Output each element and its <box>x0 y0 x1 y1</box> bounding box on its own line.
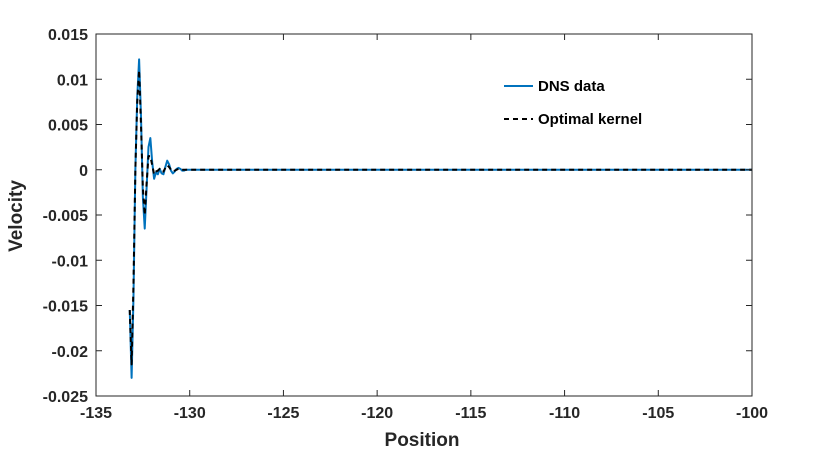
legend-label-dns-data: DNS data <box>538 78 605 95</box>
y-tick-label: 0.01 <box>57 72 88 89</box>
y-axis-label: Velocity <box>6 180 27 252</box>
y-tick-label: 0.015 <box>48 27 88 44</box>
y-tick-label: -0.01 <box>52 253 89 270</box>
plot-area <box>95 33 753 397</box>
x-tick-label: -100 <box>736 405 768 422</box>
x-tick-label: -115 <box>455 405 486 422</box>
x-tick-label: -105 <box>642 405 674 422</box>
x-tick-label: -125 <box>267 405 299 422</box>
x-tick-label: -110 <box>549 405 580 422</box>
legend: DNS data Optimal kernel <box>504 78 642 128</box>
x-tick-label: -130 <box>174 405 206 422</box>
series-line-optimal-kernel <box>128 69 752 366</box>
x-tick-label: -120 <box>361 405 393 422</box>
y-tick-label: -0.025 <box>43 389 88 406</box>
y-tick-label: -0.02 <box>52 344 89 361</box>
series-line-dns-data <box>128 58 752 379</box>
y-axis-ticks: 0.015 0.01 0.005 0 -0.005 -0.01 -0.015 -0.02 -0.… <box>43 27 752 406</box>
y-tick-label: -0.015 <box>43 299 88 316</box>
x-tick-label: -135 <box>80 405 112 422</box>
axes-box <box>95 33 753 397</box>
x-axis-ticks: -135 -130 -125 -120 -115 -110 -105 -100 <box>80 34 768 422</box>
y-tick-label: -0.005 <box>43 208 88 225</box>
legend-label-optimal-kernel: Optimal kernel <box>538 111 642 128</box>
x-axis-label: Position <box>385 430 460 451</box>
y-tick-label: 0 <box>79 163 88 180</box>
y-tick-label: 0.005 <box>48 118 88 135</box>
